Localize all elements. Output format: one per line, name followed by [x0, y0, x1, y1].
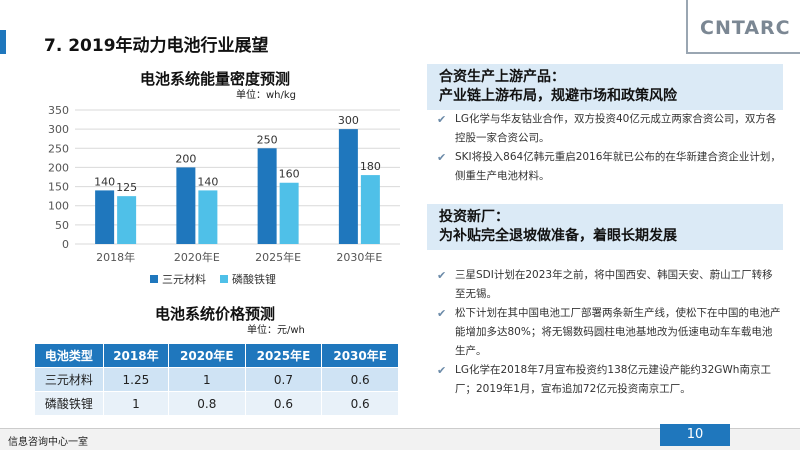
bar-ncm [176, 167, 196, 244]
title-accent-bar [0, 30, 6, 54]
table-cell: 0.7 [244, 367, 323, 392]
x-tick-label: 2020年E [174, 250, 220, 264]
list-item: ✔ 松下计划在其中国电池工厂部署两条新生产线，使松下在中国的电池产能增加多达80… [437, 304, 782, 361]
logo-frame [686, 0, 800, 54]
legend-label-lfp: 磷酸铁锂 [232, 273, 276, 286]
bullet-list-new-plants: ✔ 三星SDI计划在2023年之前，将中国西安、韩国天安、蔚山工厂转移至无锡。 … [437, 266, 782, 399]
bullet-text: 三星SDI计划在2023年之前，将中国西安、韩国天安、蔚山工厂转移至无锡。 [455, 269, 773, 300]
list-item: ✔ SKI将投入864亿韩元重启2016年就已公布的在华新建合资企业计划，侧重生… [437, 148, 782, 186]
bar-lfp [279, 182, 299, 244]
table-cell: 磷酸铁锂 [34, 391, 104, 416]
check-icon: ✔ [437, 307, 447, 320]
data-label: 140 [197, 175, 218, 188]
table-cell: 0.6 [321, 391, 399, 416]
y-tick-label: 50 [55, 219, 69, 232]
x-tick-label: 2025年E [255, 250, 301, 264]
data-label: 125 [116, 181, 137, 194]
price-table-unit: 单位：元/wh [247, 325, 305, 336]
table-header-row: 电池类型 2018年 2020年E 2025年E 2030年E [34, 343, 399, 368]
bar-lfp [198, 190, 218, 244]
brand-logo: CNTARC [700, 17, 791, 39]
x-tick-label: 2030年E [336, 250, 382, 264]
check-icon: ✔ [437, 113, 447, 126]
price-table-title: 电池系统价格预测 [154, 305, 275, 323]
page-number: 10 [660, 424, 730, 446]
table-header-cell: 2018年 [102, 343, 169, 368]
table-header-cell: 2030年E [321, 343, 399, 368]
y-tick-label: 0 [62, 238, 69, 251]
bullet-text: SKI将投入864亿韩元重启2016年就已公布的在华新建合资企业计划，侧重生产电… [455, 151, 781, 182]
y-tick-label: 250 [48, 142, 69, 155]
y-tick-label: 150 [48, 181, 69, 194]
table-row: 磷酸铁锂 1 0.8 0.6 0.6 [34, 391, 399, 416]
callout-subheading: 产业链上游布局，规避市场和政策风险 [439, 88, 677, 104]
bar-lfp [117, 196, 137, 244]
table-header-cell: 电池类型 [34, 343, 104, 368]
legend-item-lfp: 磷酸铁锂 [220, 271, 276, 287]
table-cell: 0.6 [321, 367, 399, 392]
table-row: 三元材料 1.25 1 0.7 0.6 [34, 367, 399, 392]
list-item: ✔ LG化学与华友钴业合作，双方投资40亿元成立两家合资公司，双方各控股一家合资… [437, 110, 782, 148]
table-cell: 1.25 [102, 367, 169, 392]
footer-department: 信息咨询中心一室 [8, 437, 88, 448]
bullet-text: LG化学在2018年7月宣布投资约138亿元建设产能约32GWh南京工厂；201… [455, 364, 771, 395]
list-item: ✔ 三星SDI计划在2023年之前，将中国西安、韩国天安、蔚山工厂转移至无锡。 [437, 266, 782, 304]
table-cell: 1 [102, 391, 169, 416]
footer-bar [0, 428, 800, 450]
data-label: 140 [94, 175, 115, 188]
bullet-text: 松下计划在其中国电池工厂部署两条新生产线，使松下在中国的电池产能增加多达80%；… [455, 307, 781, 357]
y-tick-label: 350 [48, 104, 69, 117]
callout-joint-venture: 合资生产上游产品： 产业链上游布局，规避市场和政策风险 [427, 64, 783, 110]
chart-title: 电池系统能量密度预测 [139, 70, 290, 88]
chart-legend: 三元材料 磷酸铁锂 [150, 271, 276, 287]
table-cell: 三元材料 [34, 367, 104, 392]
table-header-cell: 2025年E [244, 343, 323, 368]
x-tick-label: 2018年 [96, 250, 135, 264]
legend-item-ncm: 三元材料 [150, 271, 206, 287]
legend-swatch-ncm [150, 275, 158, 283]
list-item: ✔ LG化学在2018年7月宣布投资约138亿元建设产能约32GWh南京工厂；2… [437, 361, 782, 399]
check-icon: ✔ [437, 151, 447, 164]
data-label: 200 [175, 152, 196, 165]
legend-label-ncm: 三元材料 [162, 273, 206, 286]
callout-new-plants: 投资新厂： 为补贴完全退坡做准备，着眼长期发展 [427, 204, 783, 250]
y-tick-label: 100 [48, 200, 69, 213]
data-label: 180 [360, 160, 381, 173]
data-label: 300 [338, 114, 359, 127]
bullet-text: LG化学与华友钴业合作，双方投资40亿元成立两家合资公司，双方各控股一家合资公司… [455, 113, 777, 144]
table-cell: 0.8 [167, 391, 246, 416]
data-label: 250 [257, 133, 278, 146]
table-cell: 1 [167, 367, 246, 392]
bar-ncm [257, 148, 277, 244]
bar-lfp [360, 175, 380, 244]
table-header-cell: 2020年E [167, 343, 246, 368]
price-forecast-table: 电池类型 2018年 2020年E 2025年E 2030年E 三元材料 1.2… [34, 343, 399, 416]
bullet-list-joint-venture: ✔ LG化学与华友钴业合作，双方投资40亿元成立两家合资公司，双方各控股一家合资… [437, 110, 782, 186]
bar-ncm [338, 129, 358, 244]
check-icon: ✔ [437, 364, 447, 377]
chart-unit: 单位：wh/kg [236, 90, 297, 101]
bar-ncm [95, 190, 115, 244]
callout-subheading: 为补贴完全退坡做准备，着眼长期发展 [439, 228, 677, 244]
page-title: 7. 2019年动力电池行业展望 [44, 36, 269, 56]
y-tick-label: 300 [48, 123, 69, 136]
table-cell: 0.6 [244, 391, 323, 416]
legend-swatch-lfp [220, 275, 228, 283]
check-icon: ✔ [437, 269, 447, 282]
data-label: 160 [279, 168, 300, 181]
callout-heading: 合资生产上游产品： [439, 69, 565, 85]
y-tick-label: 200 [48, 161, 69, 174]
callout-heading: 投资新厂： [439, 209, 509, 225]
